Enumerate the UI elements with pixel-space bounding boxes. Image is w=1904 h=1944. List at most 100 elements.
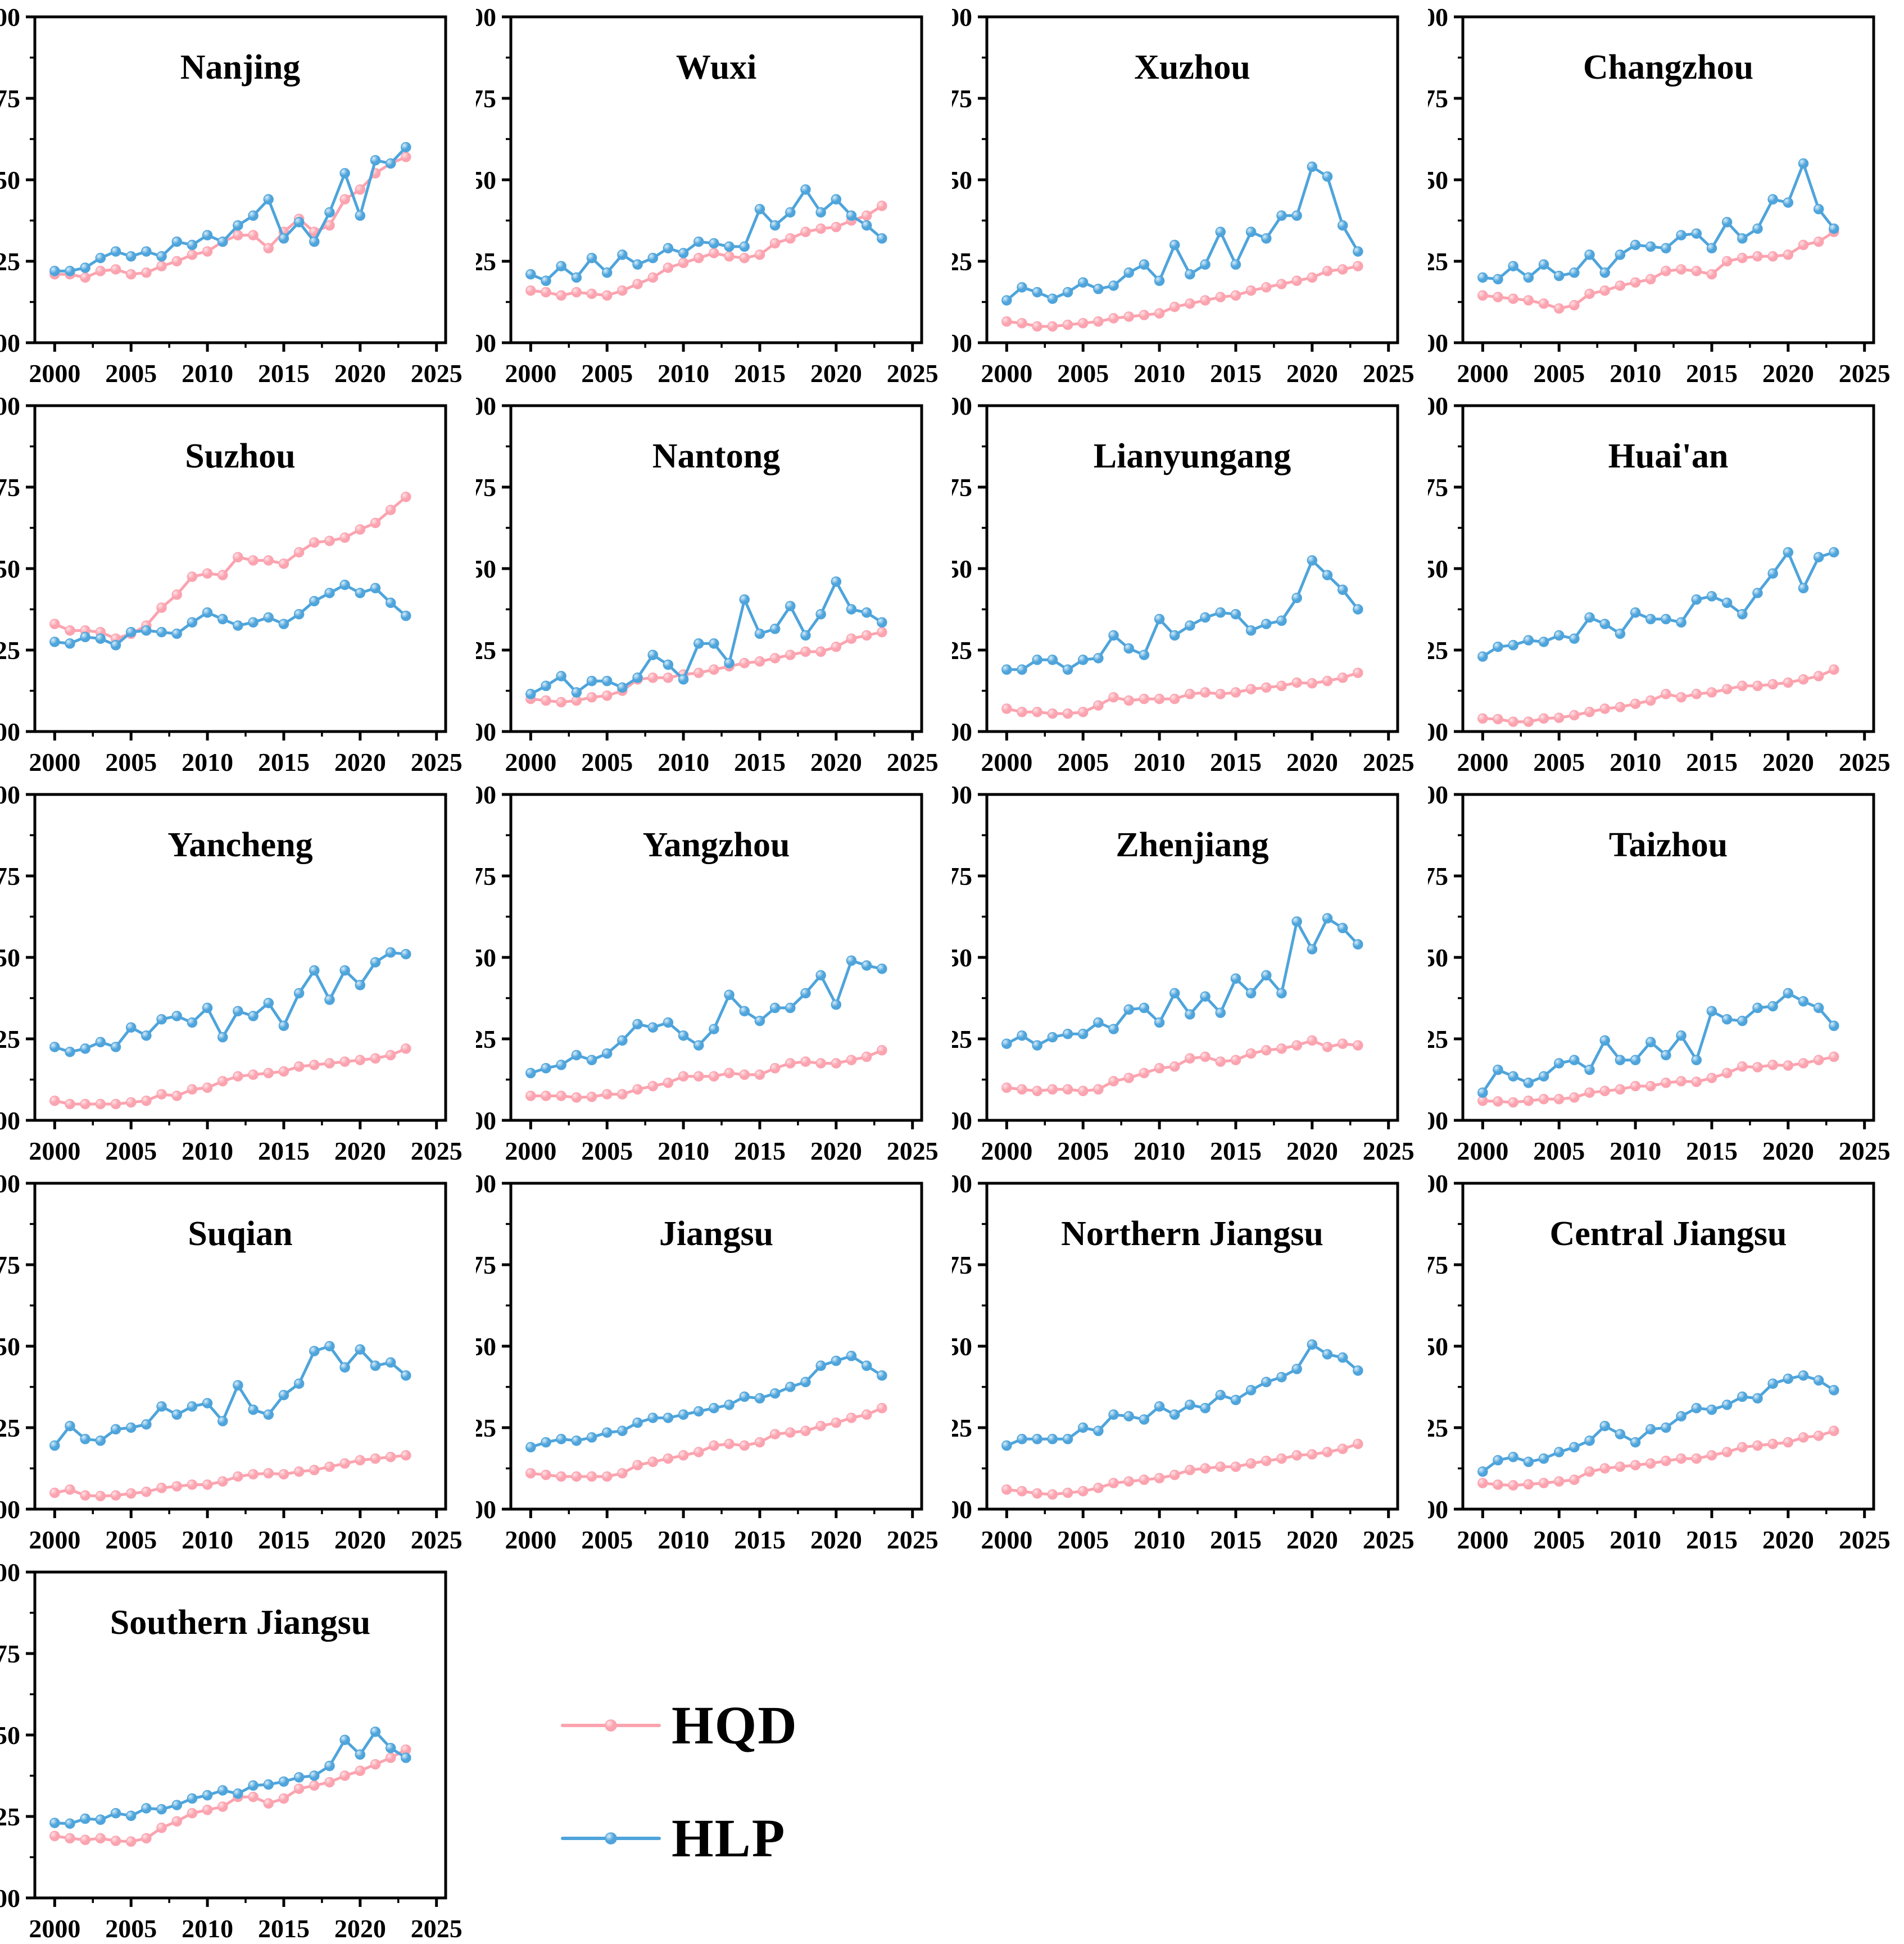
panel-nanjing: 0.00 0.25 0.50 0.75 1.00 2000 2005 2010 2015 2020… <box>0 0 476 389</box>
svg-text:0.50: 0.50 <box>952 943 972 972</box>
svg-text:2015: 2015 <box>258 748 310 776</box>
svg-text:2010: 2010 <box>1610 748 1661 776</box>
svg-text:0.75: 0.75 <box>1428 473 1448 502</box>
svg-text:Nantong: Nantong <box>652 437 780 475</box>
svg-text:2025: 2025 <box>411 1914 463 1943</box>
taizhou-chart: 0.00 0.25 0.50 0.75 1.00 2000 2005 2010 2015 2020… <box>1428 780 1891 1165</box>
svg-text:2005: 2005 <box>581 748 633 776</box>
svg-text:2020: 2020 <box>1762 1525 1814 1554</box>
svg-text:2020: 2020 <box>1762 1137 1814 1165</box>
svg-text:1.00: 1.00 <box>1428 780 1448 809</box>
svg-text:0.75: 0.75 <box>952 862 972 891</box>
svg-text:2020: 2020 <box>810 748 862 776</box>
svg-text:0.00: 0.00 <box>0 1106 20 1135</box>
svg-text:2020: 2020 <box>810 1137 862 1165</box>
svg-text:2025: 2025 <box>1363 748 1415 776</box>
panel-suqian: 0.00 0.25 0.50 0.75 1.00 2000 2005 2010 2015 2020… <box>0 1166 476 1555</box>
svg-text:2000: 2000 <box>981 1525 1032 1554</box>
svg-text:2000: 2000 <box>981 748 1032 776</box>
hlp-line-swatch-icon <box>561 1832 661 1845</box>
panel-yancheng: 0.00 0.25 0.50 0.75 1.00 2000 2005 2010 2015 2020… <box>0 778 476 1166</box>
legend-entry-hlp: HLP <box>560 1811 786 1865</box>
svg-text:2000: 2000 <box>29 1525 80 1554</box>
svg-text:0.75: 0.75 <box>0 473 20 502</box>
svg-text:1.00: 1.00 <box>476 3 496 31</box>
svg-text:2020: 2020 <box>810 1525 862 1554</box>
yancheng-chart: 0.00 0.25 0.50 0.75 1.00 2000 2005 2010 2015 2020… <box>0 780 463 1165</box>
svg-text:2015: 2015 <box>1686 1525 1738 1554</box>
svg-text:2005: 2005 <box>105 1525 157 1554</box>
svg-text:2000: 2000 <box>981 359 1032 388</box>
svg-text:0.75: 0.75 <box>0 862 20 891</box>
svg-text:0.25: 0.25 <box>476 247 496 276</box>
svg-text:2010: 2010 <box>1134 359 1185 388</box>
svg-text:2000: 2000 <box>505 1137 556 1165</box>
panel-changzhou: 0.00 0.25 0.50 0.75 1.00 2000 2005 2010 2015 2020… <box>1428 0 1904 389</box>
wuxi-chart: 0.00 0.25 0.50 0.75 1.00 2000 2005 2010 2015 2020… <box>476 3 939 388</box>
panel-southern-jiangsu: 0.00 0.25 0.50 0.75 1.00 2000 2005 2010 2015 2020… <box>0 1555 476 1944</box>
svg-text:0.50: 0.50 <box>0 166 20 194</box>
svg-text:0.50: 0.50 <box>1428 166 1448 194</box>
svg-text:2010: 2010 <box>658 748 709 776</box>
svg-text:0.00: 0.00 <box>1428 1495 1448 1524</box>
svg-text:2000: 2000 <box>1457 748 1508 776</box>
panel-xuzhou: 0.00 0.25 0.50 0.75 1.00 2000 2005 2010 2015 2020… <box>952 0 1428 389</box>
svg-text:0.25: 0.25 <box>0 1414 20 1442</box>
svg-text:2025: 2025 <box>887 748 939 776</box>
svg-text:0.25: 0.25 <box>1428 247 1448 276</box>
svg-text:0.00: 0.00 <box>952 717 972 746</box>
svg-text:0.25: 0.25 <box>0 1025 20 1053</box>
svg-text:2020: 2020 <box>1286 1137 1338 1165</box>
svg-text:0.50: 0.50 <box>952 555 972 583</box>
svg-text:1.00: 1.00 <box>476 392 496 420</box>
svg-text:Northern Jiangsu: Northern Jiangsu <box>1061 1215 1323 1253</box>
svg-text:2025: 2025 <box>1839 1137 1891 1165</box>
svg-text:2010: 2010 <box>1610 1525 1661 1554</box>
svg-text:2020: 2020 <box>1286 748 1338 776</box>
svg-text:2015: 2015 <box>1210 1137 1262 1165</box>
svg-text:Lianyungang: Lianyungang <box>1094 437 1291 475</box>
svg-text:0.00: 0.00 <box>0 1495 20 1524</box>
panel-central-jiangsu: 0.00 0.25 0.50 0.75 1.00 2000 2005 2010 2015 2020… <box>1428 1166 1904 1555</box>
svg-text:1.00: 1.00 <box>952 3 972 31</box>
svg-text:0.75: 0.75 <box>476 84 496 113</box>
svg-text:Yangzhou: Yangzhou <box>643 826 790 864</box>
svg-text:Suqian: Suqian <box>188 1215 292 1253</box>
svg-text:1.00: 1.00 <box>1428 1169 1448 1198</box>
svg-text:2010: 2010 <box>182 1137 233 1165</box>
svg-text:2025: 2025 <box>1839 748 1891 776</box>
svg-text:0.00: 0.00 <box>476 1106 496 1135</box>
svg-text:0.50: 0.50 <box>476 166 496 194</box>
panel-zhenjiang: 0.00 0.25 0.50 0.75 1.00 2000 2005 2010 2015 2020… <box>952 778 1428 1166</box>
svg-text:2010: 2010 <box>1134 1137 1185 1165</box>
svg-text:0.25: 0.25 <box>1428 636 1448 665</box>
svg-text:0.00: 0.00 <box>1428 717 1448 746</box>
svg-text:2005: 2005 <box>1533 359 1585 388</box>
panel-yangzhou: 0.00 0.25 0.50 0.75 1.00 2000 2005 2010 2015 2020… <box>476 778 952 1166</box>
svg-text:0.25: 0.25 <box>952 1414 972 1442</box>
svg-text:0.50: 0.50 <box>1428 1332 1448 1361</box>
svg-text:1.00: 1.00 <box>0 780 20 809</box>
svg-text:2010: 2010 <box>1610 1137 1661 1165</box>
svg-text:0.25: 0.25 <box>476 636 496 665</box>
svg-text:0.25: 0.25 <box>952 247 972 276</box>
svg-text:2025: 2025 <box>1363 1525 1415 1554</box>
svg-text:2000: 2000 <box>29 1137 80 1165</box>
svg-text:2015: 2015 <box>258 1525 310 1554</box>
svg-text:0.00: 0.00 <box>1428 329 1448 357</box>
svg-text:0.75: 0.75 <box>476 1251 496 1279</box>
svg-text:0.00: 0.00 <box>0 1884 20 1913</box>
svg-text:0.25: 0.25 <box>1428 1414 1448 1442</box>
svg-text:2025: 2025 <box>887 1137 939 1165</box>
svg-text:2010: 2010 <box>182 1914 233 1943</box>
suzhou-chart: 0.00 0.25 0.50 0.75 1.00 2000 2005 2010 2015 2020… <box>0 392 463 776</box>
svg-text:2025: 2025 <box>887 1525 939 1554</box>
svg-text:2020: 2020 <box>334 748 386 776</box>
svg-text:2020: 2020 <box>1762 359 1814 388</box>
svg-text:2025: 2025 <box>411 359 463 388</box>
svg-text:1.00: 1.00 <box>0 1558 20 1587</box>
jiangsu-chart: 0.00 0.25 0.50 0.75 1.00 2000 2005 2010 2015 2020… <box>476 1169 939 1554</box>
svg-text:0.75: 0.75 <box>476 862 496 891</box>
svg-text:0.50: 0.50 <box>952 1332 972 1361</box>
svg-text:0.50: 0.50 <box>0 1332 20 1361</box>
